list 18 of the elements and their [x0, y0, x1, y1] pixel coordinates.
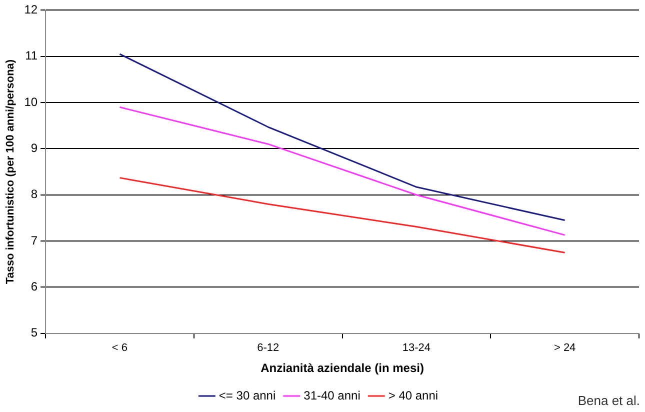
- y-tick-label: 11: [25, 48, 38, 63]
- x-tick-label: 13-24: [402, 342, 431, 354]
- legend-label: 31-40 anni: [304, 388, 360, 402]
- y-tick-label: 7: [30, 233, 38, 248]
- y-axis-title: Tasso infortunistico (per 100 anni/persona): [4, 59, 17, 284]
- x-tick-label: < 6: [112, 342, 128, 354]
- x-tick-label: 6-12: [257, 342, 280, 354]
- y-tick-label: 6: [30, 280, 38, 294]
- x-axis-title: Anzianità aziendale (in mesi): [260, 361, 424, 376]
- y-tick-label: 5: [30, 326, 38, 340]
- y-tick-label: 8: [30, 187, 38, 202]
- y-tick-label: 10: [24, 94, 38, 109]
- legend-label: > 40 anni: [388, 388, 438, 402]
- x-tick-label: > 24: [554, 342, 576, 354]
- legend-label: <= 30 anni: [218, 388, 276, 402]
- y-tick-label: 9: [30, 141, 38, 156]
- y-tick-label: 12: [24, 2, 38, 17]
- text: Bena et al.: [578, 393, 640, 408]
